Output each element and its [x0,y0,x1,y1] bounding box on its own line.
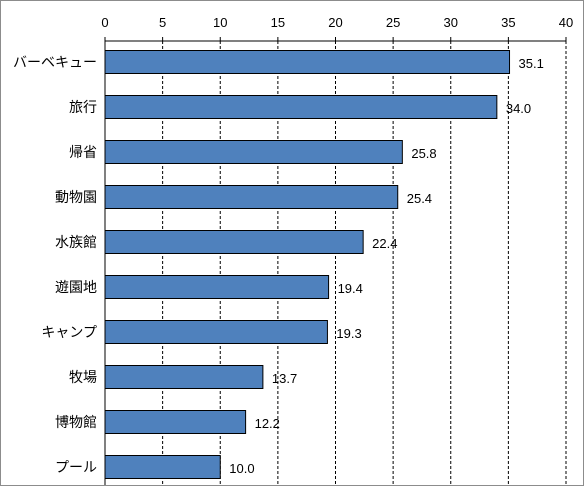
category-label: バーベキュー [13,55,97,71]
data-label: 19.4 [338,281,363,296]
data-label: 22.4 [372,236,397,251]
data-label: 19.3 [336,326,361,341]
x-tick-labels: 0 5 10 15 20 25 30 35 40 [101,15,573,30]
bar [104,185,399,209]
category-label: キャンプ [41,325,97,341]
x-tick-label: 25 [386,15,400,30]
data-label: 25.8 [411,146,436,161]
data-labels: 35.1 34.0 25.8 25.4 22.4 19.4 19.3 13.7 12.2 10.0 [229,56,544,476]
bar [104,50,511,74]
bar [104,320,328,344]
bar [104,275,330,299]
category-label: 帰省 [69,144,97,161]
bar [104,410,247,434]
data-label: 10.0 [229,461,254,476]
bar [104,365,264,389]
data-label: 12.2 [255,416,280,431]
category-label: 動物園 [55,190,97,206]
x-tick-label: 5 [159,15,166,30]
x-tick-label: 35 [501,15,515,30]
category-label: 博物館 [55,414,97,431]
category-label: 遊園地 [55,280,97,296]
bar [104,230,364,254]
data-label: 35.1 [519,56,544,71]
data-label: 13.7 [272,371,297,386]
bar [104,95,498,119]
category-label: プール [55,460,97,476]
x-tick-label: 40 [559,15,573,30]
x-tick-label: 10 [213,15,227,30]
x-tick-label: 30 [444,15,458,30]
x-tick-label: 0 [101,15,108,30]
category-label: 牧場 [69,370,97,386]
x-tick-label: 15 [271,15,285,30]
bar [104,140,403,164]
x-tick-label: 20 [328,15,342,30]
axes [104,37,567,485]
bar [104,455,221,479]
category-label: 水族館 [55,234,97,251]
bars [104,50,511,479]
data-label: 34.0 [506,101,531,116]
category-label: 旅行 [69,100,97,116]
data-label: 25.4 [407,191,432,206]
